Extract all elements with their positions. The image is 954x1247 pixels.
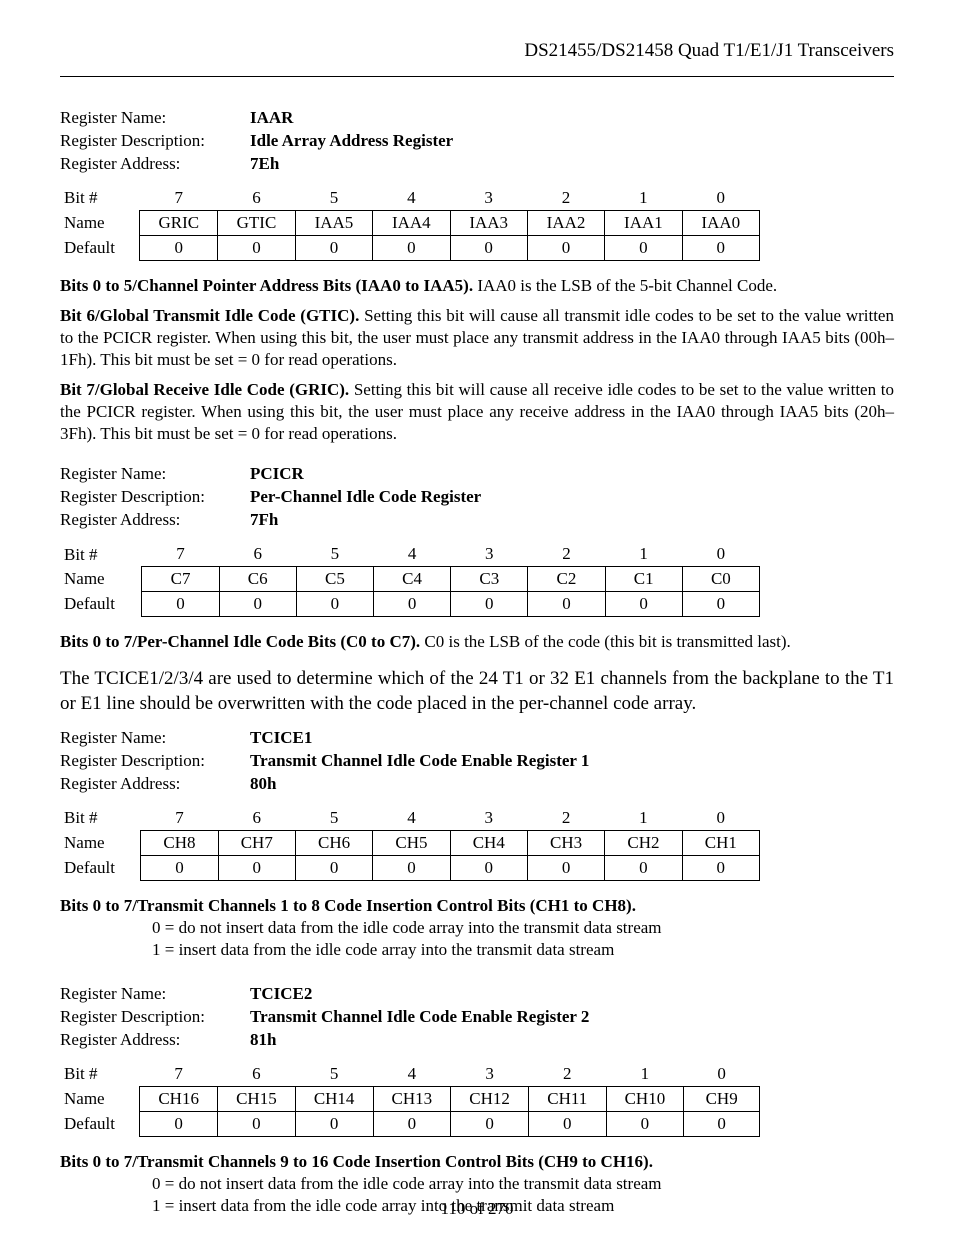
page-header-title: DS21455/DS21458 Quad T1/E1/J1 Transceive… [60,40,894,66]
reg-addr-value: 7Eh [250,153,279,176]
page: DS21455/DS21458 Quad T1/E1/J1 Transceive… [0,0,954,1247]
iaar-para-1: Bits 0 to 5/Channel Pointer Address Bits… [60,275,894,297]
tcice1-line1: 1 = insert data from the idle code array… [152,939,894,961]
header-rule [60,76,894,77]
register-iaar-table: Bit # 7 6 5 4 3 2 1 0 Name GRIC GTIC IAA… [60,186,760,261]
register-tcice1-table: Bit # 7 6 5 4 3 2 1 0 Name CH8 CH7 CH6 C… [60,806,760,881]
tcice2-line0: 0 = do not insert data from the idle cod… [152,1173,894,1195]
row-label-bit: Bit # [60,186,140,211]
register-tcice2-table: Bit # 7 6 5 4 3 2 1 0 Name CH16 CH15 CH1… [60,1062,760,1137]
tcice1-line0: 0 = do not insert data from the idle cod… [152,917,894,939]
register-tcice2-meta: Register Name: TCICE2 Register Descripti… [60,983,894,1052]
page-footer: 110 of 270 [0,1199,954,1219]
tcice1-bold: Bits 0 to 7/Transmit Channels 1 to 8 Cod… [60,895,894,917]
reg-name-label: Register Name: [60,107,250,130]
row-label-default: Default [60,235,140,260]
reg-addr-label: Register Address: [60,153,250,176]
pcicr-para-1: Bits 0 to 7/Per-Channel Idle Code Bits (… [60,631,894,653]
register-pcicr-meta: Register Name: PCICR Register Descriptio… [60,463,894,532]
register-iaar-meta: Register Name: IAAR Register Description… [60,107,894,176]
register-tcice1-meta: Register Name: TCICE1 Register Descripti… [60,727,894,796]
tcice2-bold: Bits 0 to 7/Transmit Channels 9 to 16 Co… [60,1151,894,1173]
register-pcicr-table: Bit # 7 6 5 4 3 2 1 0 Name C7 C6 C5 C4 C… [60,542,760,617]
reg-desc-label: Register Description: [60,130,250,153]
reg-name-value: IAAR [250,107,293,130]
row-label-name: Name [60,210,140,235]
iaar-para-3: Bit 7/Global Receive Idle Code (GRIC). S… [60,379,894,445]
iaar-para-2: Bit 6/Global Transmit Idle Code (GTIC). … [60,305,894,371]
reg-desc-value: Idle Array Address Register [250,130,453,153]
tcice-intro: The TCICE1/2/3/4 are used to determine w… [60,667,894,716]
